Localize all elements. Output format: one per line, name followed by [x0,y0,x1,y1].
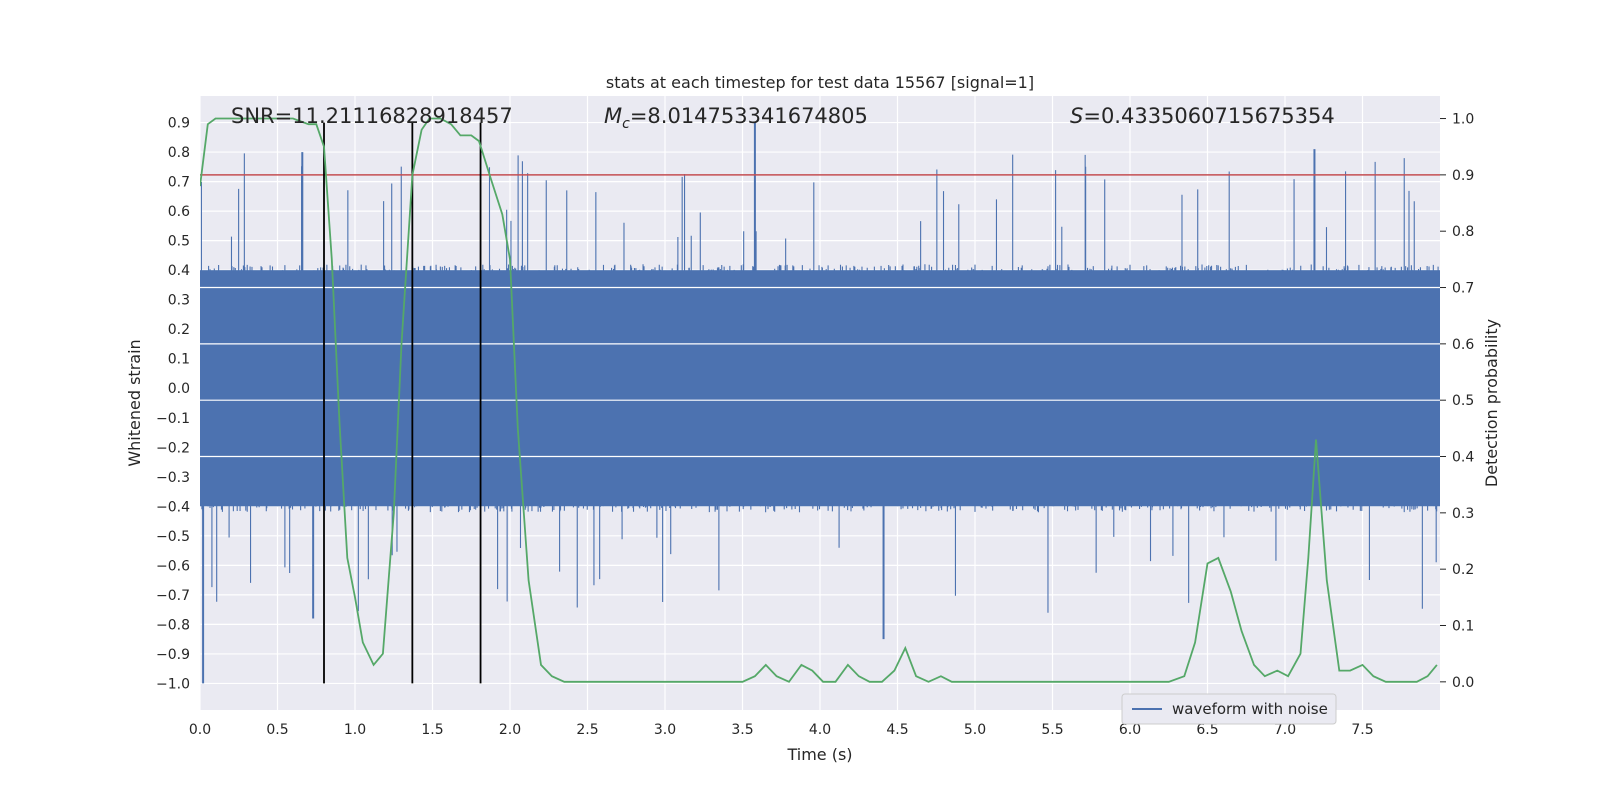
x-tick-label: 2.0 [499,722,521,738]
y-tick-label: −0.9 [156,647,190,663]
y2-tick-label: 0.2 [1452,562,1474,578]
y-tick-label: 0.6 [168,204,190,220]
s-value: =0.4335060715675354 [1083,104,1334,128]
y-tick-label: 0.3 [168,293,190,309]
y-tick-label: 0.7 [168,175,190,191]
y-tick-label: 0.8 [168,145,190,161]
x-tick-label: 6.0 [1119,722,1141,738]
legend: waveform with noise [1121,693,1337,725]
y-tick-label: 0.4 [168,263,190,279]
y-tick-label: −0.1 [156,411,190,427]
legend-label: waveform with noise [1172,700,1328,718]
event-markers [323,122,482,684]
y2-tick-label: 0.7 [1452,281,1474,297]
x-axis-label: Time (s) [786,745,852,764]
mc-subscript: c [622,116,630,132]
grid-overlay [200,286,1440,458]
y-axis-label: Whitened strain [125,339,144,466]
score-annotation: S=0.4335060715675354 [1070,104,1335,128]
y2-tick-label: 0.4 [1452,450,1474,466]
x-tick-label: 0.5 [266,722,288,738]
y-tick-label: −1.0 [156,676,190,692]
y2-tick-label: 0.9 [1452,168,1474,184]
x-tick-label: 4.5 [886,722,908,738]
y2-tick-label: 0.1 [1452,619,1474,635]
x-tick-label: 2.5 [576,722,598,738]
x-tick-label: 4.0 [809,722,831,738]
y-tick-label: −0.8 [156,617,190,633]
y2-tick-labels: 1.0 0.9 0.8 0.7 0.6 0.5 0.4 0.3 0.2 0.1 0.0 [1440,112,1474,691]
mc-symbol: M [604,104,622,128]
snr-annotation: SNR=11.21116828918457 [231,104,513,128]
x-tick-labels: 0.0 0.5 1.0 1.5 2.0 2.5 3.0 3.5 4.0 4.5 5.0 5.5 6.0 6… [189,722,1374,738]
y-tick-label: −0.5 [156,529,190,545]
chirp-mass-annotation: Mc=8.014753341674805 [604,104,868,132]
x-tick-label: 1.0 [344,722,366,738]
x-tick-label: 5.5 [1041,722,1063,738]
y-tick-label: −0.6 [156,558,190,574]
x-tick-label: 3.0 [654,722,676,738]
probability-series [200,117,1438,683]
x-tick-label: 3.5 [731,722,753,738]
y2-tick-label: 0.0 [1452,675,1474,691]
y-tick-label: −0.4 [156,499,190,515]
x-tick-label: 5.0 [964,722,986,738]
y-tick-label: 0.0 [168,381,190,397]
x-tick-label: 7.0 [1274,722,1296,738]
y-tick-label: −0.2 [156,440,190,456]
y-tick-label: 0.9 [168,116,190,132]
y-tick-label: −0.7 [156,588,190,604]
x-tick-label: 1.5 [421,722,443,738]
legend-box [1121,693,1337,725]
y2-axis-label: Detection probability [1482,319,1501,487]
y-tick-label: −0.3 [156,470,190,486]
x-tick-label: 7.5 [1351,722,1373,738]
y2-tick-label: 0.5 [1452,393,1474,409]
x-tick-label: 0.0 [189,722,211,738]
waveform-core [200,270,1440,507]
x-tick-label: 6.5 [1196,722,1218,738]
mc-value: =8.014753341674805 [630,104,868,128]
y2-tick-label: 1.0 [1452,112,1474,128]
y-tick-label: 0.5 [168,234,190,250]
chart-title: stats at each timestep for test data 155… [606,73,1034,92]
y-tick-label: 0.2 [168,322,190,338]
y2-tick-label: 0.8 [1452,224,1474,240]
waveform-series [200,122,1440,684]
y2-tick-label: 0.3 [1452,506,1474,522]
y2-tick-label: 0.6 [1452,337,1474,353]
y-tick-labels: 0.9 0.8 0.7 0.6 0.5 0.4 0.3 0.2 0.1 0.0 −0.1 −0.2 −0… [156,116,190,693]
y-tick-label: 0.1 [168,352,190,368]
s-symbol: S [1070,104,1083,128]
